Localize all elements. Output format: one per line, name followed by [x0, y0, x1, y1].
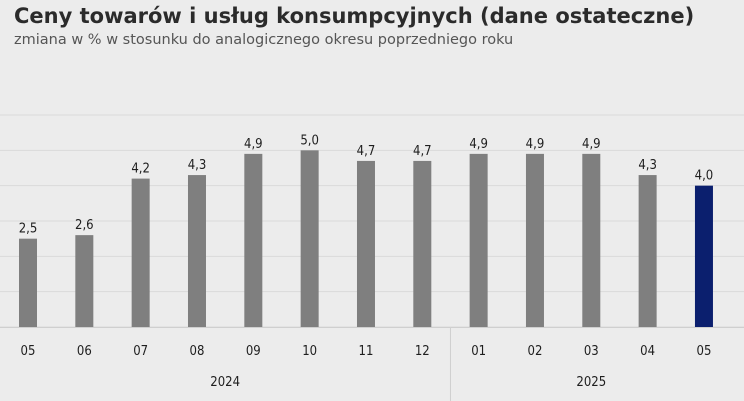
value-label: 4,7: [413, 144, 432, 159]
bars: [19, 150, 713, 327]
bar-12: [694, 185, 713, 327]
value-label: 4,9: [582, 137, 601, 152]
year-label: 2024: [210, 375, 240, 390]
x-axis: 05 06 07 08 09 10 11 12 01 02 03 04 05 2024 2025: [0, 327, 744, 401]
value-label: 4,9: [244, 137, 263, 152]
x-tick-label: 01: [471, 344, 486, 359]
x-tick-label: 08: [190, 344, 205, 359]
value-label: 4,3: [188, 158, 207, 173]
bar-0: [19, 238, 37, 327]
x-tick-label: 05: [21, 344, 36, 359]
x-tick-label: 06: [77, 344, 92, 359]
value-label: 4,9: [526, 137, 545, 152]
bar-6: [356, 160, 375, 327]
value-labels: 2,5 2,6 4,2 4,3 4,9 5,0 4,7 4,7 4,9 4,9 4,9 4,3 4,0: [19, 133, 714, 236]
x-tick-label: 10: [302, 344, 317, 359]
bar-3: [187, 175, 206, 327]
bar-7: [413, 160, 432, 327]
bar-1: [75, 235, 94, 327]
bar-2: [131, 178, 150, 327]
value-label: 5,0: [300, 133, 319, 148]
value-label: 4,3: [638, 158, 657, 173]
value-label: 4,7: [357, 144, 376, 159]
bar-11: [638, 175, 657, 327]
value-label: 2,6: [75, 218, 94, 233]
year-label: 2025: [576, 375, 606, 390]
chart-subtitle: zmiana w % w stosunku do analogicznego o…: [14, 32, 514, 48]
x-tick-label: 09: [246, 344, 261, 359]
bar-5: [300, 150, 319, 327]
value-label: 4,0: [695, 169, 714, 184]
bar-10: [582, 153, 601, 327]
x-tick-label: 03: [584, 344, 599, 359]
bar-9: [525, 153, 544, 327]
chart-title: Ceny towarów i usług konsumpcyjnych (dan…: [14, 4, 695, 28]
value-label: 2,5: [19, 222, 38, 237]
value-label: 4,2: [131, 162, 150, 177]
bar-8: [469, 153, 488, 327]
x-tick-label: 05: [697, 344, 712, 359]
x-tick-label: 04: [640, 344, 655, 359]
x-tick-label: 11: [359, 344, 374, 359]
bar-4: [244, 153, 263, 327]
value-label: 4,9: [469, 137, 488, 152]
x-tick-label: 12: [415, 344, 430, 359]
x-tick-label: 02: [528, 344, 543, 359]
x-tick-label: 07: [133, 344, 148, 359]
